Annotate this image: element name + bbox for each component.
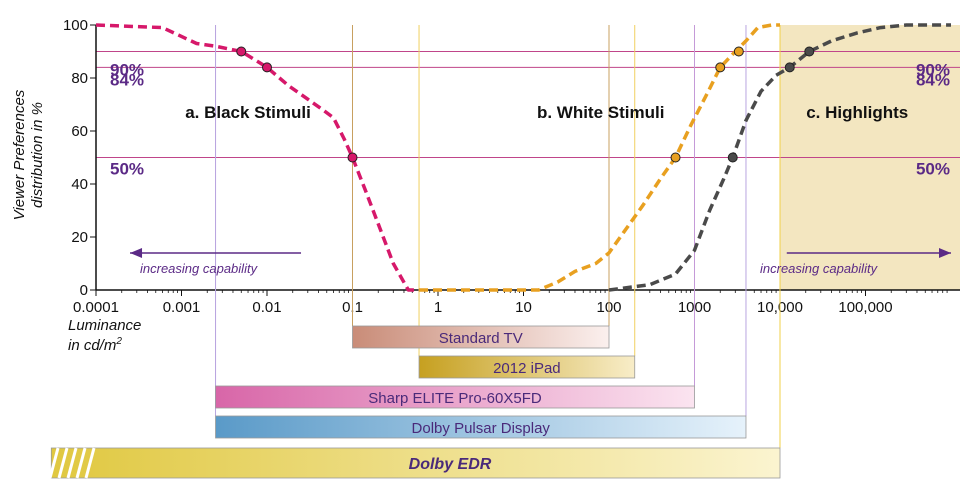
preference-curve-2 bbox=[419, 23, 780, 292]
curve-marker bbox=[236, 46, 247, 57]
range-bar-standard-tv-label: Standard TV bbox=[439, 330, 523, 347]
y-axis-title: Viewer Preferencesdistribution in % bbox=[11, 89, 46, 220]
region-label: b. White Stimuli bbox=[537, 103, 665, 122]
range-bar-sharp-elite-pro-60x5fd-label: Sharp ELITE Pro-60X5FD bbox=[368, 390, 542, 407]
range-bar-dolby-pulsar-display bbox=[215, 415, 747, 439]
y-axis-title-line2: distribution in % bbox=[29, 102, 46, 208]
curve-marker bbox=[715, 62, 726, 73]
range-bar-standard-tv bbox=[352, 325, 610, 349]
edr-hatch-stripe bbox=[66, 447, 78, 479]
x-axis-title-line2: in cd/m2 bbox=[68, 336, 122, 354]
range-bar-dolby-edr-label: Dolby EDR bbox=[409, 456, 492, 473]
reference-label-right-50: 50% bbox=[916, 160, 950, 179]
y-tick-label: 60 bbox=[71, 123, 88, 140]
y-tick-label: 40 bbox=[71, 176, 88, 193]
reference-label-right-90: 90% bbox=[916, 61, 950, 80]
y-tick-label: 0 bbox=[80, 282, 88, 299]
x-tick-label: 1 bbox=[434, 299, 442, 316]
reference-label-left-90: 90% bbox=[110, 61, 144, 80]
range-bar-dolby-pulsar-display-label: Dolby Pulsar Display bbox=[412, 420, 551, 437]
capability-arrow-label: increasing capability bbox=[760, 261, 879, 276]
range-bar-2012-ipad-label: 2012 iPad bbox=[493, 360, 561, 377]
reference-label-left-50: 50% bbox=[110, 160, 144, 179]
reference-label-left-84: 84% bbox=[110, 70, 144, 89]
range-bar-2012-ipad bbox=[418, 355, 636, 379]
capability-arrow-head bbox=[939, 248, 951, 258]
capability-arrow-label: increasing capability bbox=[140, 261, 259, 276]
preference-curve-1 bbox=[95, 23, 419, 292]
range-bar-dolby-edr bbox=[50, 447, 781, 479]
x-axis-title-unit: in cd/m bbox=[68, 337, 116, 354]
y-tick-label: 80 bbox=[71, 70, 88, 87]
curve-marker bbox=[670, 152, 681, 163]
edr-hatch-stripe bbox=[84, 447, 96, 479]
region-label: c. Highlights bbox=[806, 103, 908, 122]
reference-label-right-84: 84% bbox=[916, 70, 950, 89]
preference-curve-3 bbox=[608, 23, 951, 292]
curve-marker bbox=[804, 46, 815, 57]
x-tick-label: 100,000 bbox=[838, 299, 892, 316]
edr-hatch-stripe bbox=[57, 447, 69, 479]
x-axis-title-sup: 2 bbox=[115, 336, 122, 347]
curve-marker bbox=[784, 62, 795, 73]
x-tick-label: 10 bbox=[515, 299, 532, 316]
region-label: a. Black Stimuli bbox=[185, 103, 311, 122]
y-tick-label: 100 bbox=[63, 17, 88, 34]
curve-marker bbox=[733, 46, 744, 57]
capability-arrow-head bbox=[130, 248, 143, 258]
edr-hatch-stripe bbox=[75, 447, 87, 479]
x-axis-title-line1: Luminance bbox=[68, 317, 141, 334]
y-tick-label: 20 bbox=[71, 229, 88, 246]
x-tick-label: 0.0001 bbox=[73, 299, 119, 316]
edr-hatch-stripe bbox=[48, 447, 60, 479]
x-tick-label: 0.01 bbox=[252, 299, 281, 316]
curve-marker bbox=[347, 152, 358, 163]
curve-marker bbox=[727, 152, 738, 163]
range-bar-sharp-elite-pro-60x5fd bbox=[215, 385, 695, 409]
curve-marker bbox=[262, 62, 272, 73]
y-axis-title-line1: Viewer Preferences bbox=[11, 89, 28, 220]
x-tick-label: 0.001 bbox=[163, 299, 201, 316]
